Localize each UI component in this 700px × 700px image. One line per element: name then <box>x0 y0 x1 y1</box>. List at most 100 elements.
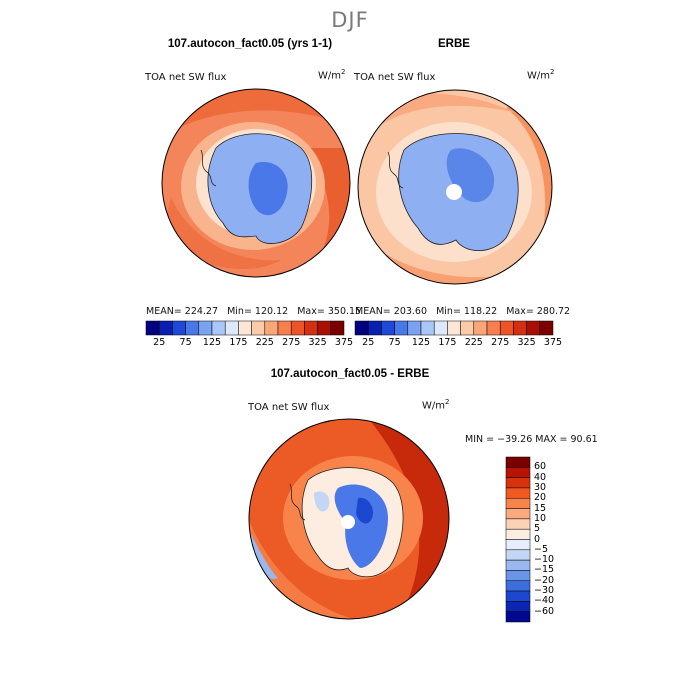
panel-3-colorbar-labels: 60 40 30 20 15 10 5 0 −5 −10 −15 −20 −30 −40 −60 <box>534 457 574 622</box>
colorbar-tick-label: 275 <box>491 337 510 348</box>
colorbar-swatch <box>420 320 435 336</box>
panel-2-mean: MEAN= 203.60 <box>355 306 428 317</box>
colorbar-tick-label: 275 <box>282 337 301 348</box>
colorbar-tick-label: −30 <box>534 585 555 597</box>
colorbar-swatch <box>290 320 305 336</box>
colorbar-swatch <box>505 559 531 571</box>
colorbar-swatch <box>526 320 541 336</box>
colorbar-swatch <box>505 590 531 602</box>
colorbar-swatch <box>407 320 422 336</box>
panel-2-title: ERBE <box>438 38 470 50</box>
colorbar-swatch <box>158 320 173 336</box>
colorbar-swatch <box>499 320 514 336</box>
field-core <box>334 484 388 568</box>
colorbar-tick-label: −15 <box>534 564 555 576</box>
colorbar-tick-label: 30 <box>534 481 547 493</box>
colorbar-tick-label: 125 <box>202 337 222 348</box>
colorbar-swatch <box>505 487 531 499</box>
colorbar-swatch <box>505 456 531 468</box>
colorbar-swatch <box>486 320 501 336</box>
colorbar-swatch <box>317 320 332 336</box>
coastline-peninsula <box>289 483 306 521</box>
panel-2-max: Max= 280.72 <box>506 306 571 317</box>
colorbar-swatch <box>354 320 369 336</box>
panel-3-units: W/m2 <box>422 398 450 412</box>
panel-3-map-border <box>248 418 450 620</box>
colorbar-tick-label: 325 <box>308 337 327 348</box>
colorbar-swatch <box>539 320 554 336</box>
colorbar-swatch <box>251 320 266 336</box>
colorbar-tick-label: 25 <box>362 337 375 348</box>
field-core <box>248 162 288 216</box>
colorbar-swatch <box>145 320 160 336</box>
colorbar-tick-label: 20 <box>534 492 547 504</box>
field-core-strong <box>356 497 374 524</box>
colorbar-tick-label: 5 <box>534 523 541 535</box>
panel-1-colorbar <box>145 320 345 336</box>
colorbar-swatch <box>394 320 409 336</box>
colorbar-swatch <box>433 320 448 336</box>
colorbar-swatch <box>513 320 527 336</box>
panel-3-colorbar <box>505 456 531 623</box>
colorbar-swatch <box>505 528 531 540</box>
colorbar-swatch <box>224 320 239 336</box>
coastline-peninsula <box>200 149 217 187</box>
coastline-peninsula <box>387 151 404 189</box>
panel-1-map <box>161 88 351 278</box>
field-band-east <box>368 419 449 619</box>
panel-1-colorbar-labels: 25 75 125 175 225 275 325 375 <box>146 337 353 349</box>
colorbar-swatch <box>211 320 226 336</box>
colorbar-swatch <box>505 518 531 530</box>
pole-hole <box>341 515 355 529</box>
colorbar-swatch <box>381 320 395 336</box>
colorbar-swatch <box>172 320 186 336</box>
panel-3-map <box>248 418 450 620</box>
colorbar-tick-label: 175 <box>229 337 248 348</box>
colorbar-tick-label: 10 <box>534 512 547 524</box>
colorbar-tick-label: −40 <box>534 595 555 607</box>
colorbar-swatch <box>198 320 213 336</box>
colorbar-swatch <box>505 508 531 520</box>
panel-2-colorbar <box>354 320 554 336</box>
colorbar-tick-label: 325 <box>517 337 536 348</box>
colorbar-swatch <box>367 320 382 336</box>
colorbar-tick-label: 15 <box>534 502 547 514</box>
panel-2-field-label: TOA net SW flux <box>354 72 436 83</box>
colorbar-tick-label: 60 <box>534 461 547 473</box>
colorbar-swatch <box>505 477 531 489</box>
panel-1-units: W/m2 <box>318 68 346 82</box>
colorbar-swatch <box>505 580 531 592</box>
negative-patch <box>314 491 330 512</box>
colorbar-tick-label: 375 <box>334 337 354 348</box>
colorbar-swatch <box>505 611 531 623</box>
colorbar-swatch <box>264 320 279 336</box>
colorbar-tick-label: 75 <box>388 337 401 348</box>
colorbar-swatch <box>238 320 252 336</box>
colorbar-swatch <box>505 570 531 581</box>
panel-2-units: W/m2 <box>527 68 555 82</box>
colorbar-tick-label: −10 <box>534 554 555 566</box>
colorbar-swatch <box>460 320 475 336</box>
field-band-north <box>376 93 516 128</box>
colorbar-swatch <box>505 549 531 561</box>
colorbar-tick-label: −20 <box>534 574 555 586</box>
colorbar-swatch <box>304 320 318 336</box>
colorbar-tick-label: 225 <box>464 337 483 348</box>
colorbar-swatch <box>505 601 531 612</box>
colorbar-tick-label: 25 <box>153 337 166 348</box>
panel-3-title: 107.autocon_fact0.05 - ERBE <box>270 368 430 380</box>
colorbar-tick-label: 225 <box>255 337 274 348</box>
panel-1-title: 107.autocon_fact0.05 (yrs 1-1) <box>167 38 333 50</box>
panel-2-min: Min= 118.22 <box>436 306 498 317</box>
panel-1-field-label: TOA net SW flux <box>145 72 227 83</box>
colorbar-swatch <box>473 320 488 336</box>
colorbar-swatch <box>185 320 200 336</box>
panel-3-field-label: TOA net SW flux <box>248 402 330 413</box>
colorbar-swatch <box>505 539 531 551</box>
colorbar-tick-label: 0 <box>534 533 541 545</box>
panel-1-min: Min= 120.12 <box>227 306 289 317</box>
colorbar-tick-label: 75 <box>179 337 192 348</box>
colorbar-tick-label: −60 <box>534 605 555 617</box>
colorbar-swatch <box>505 498 531 509</box>
panel-2-colorbar-labels: 25 75 125 175 225 275 325 375 <box>355 337 562 349</box>
